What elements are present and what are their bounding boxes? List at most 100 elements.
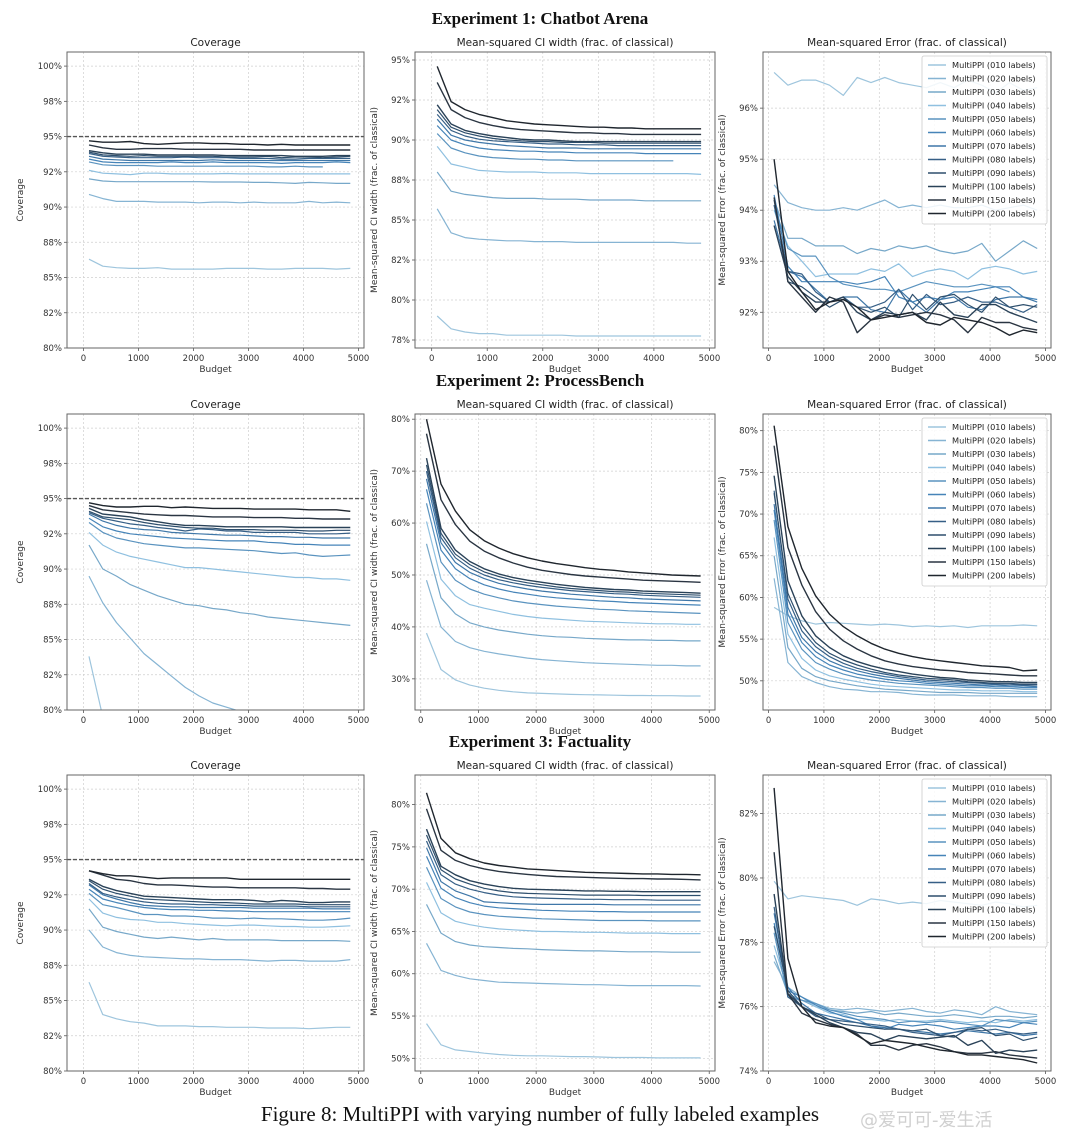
series-line [88,544,351,626]
legend-label: MultiPPI (020 labels) [952,436,1036,446]
x-tick-label: 5000 [699,354,721,364]
series-group [425,419,701,697]
x-tick-label: 0 [766,716,771,726]
y-tick-label: 55% [739,635,758,645]
x-tick-label: 0 [429,354,434,364]
x-axis-label: Budget [549,727,582,737]
y-tick-label: 98% [43,820,62,830]
series-line [88,512,351,535]
y-axis-label: Mean-squared Error (frac. of classical) [718,837,728,1008]
chart-panel: Mean-squared CI width (frac. of classica… [360,753,720,1098]
series-line [773,519,1038,690]
series-group [773,787,1038,1064]
chart-title: Mean-squared Error (frac. of classical) [807,760,1007,772]
x-tick-label: 5000 [698,716,720,726]
series-line [425,478,701,602]
legend-label: MultiPPI (150 labels) [952,918,1036,928]
y-tick-label: 60% [391,970,410,980]
series-line [88,161,323,168]
series-line [773,852,1038,1059]
y-tick-label: 50% [739,677,758,687]
series-line [436,146,702,175]
legend-label: MultiPPI (100 labels) [952,182,1036,192]
series-line [88,510,351,532]
series-group [436,66,702,337]
series-line [88,504,351,520]
series-line [425,808,701,881]
y-tick-label: 90% [43,565,62,575]
experiment-2-title: Experiment 2: ProcessBench [435,371,645,390]
legend: MultiPPI (010 labels) MultiPPI (020 label… [921,417,1048,587]
series-line [88,888,351,913]
x-tick-label: 2000 [868,1077,890,1087]
y-axis-label: Coverage [16,540,26,584]
y-axis-label: Mean-squared Error (frac. of classical) [718,114,728,285]
y-tick-label: 82% [43,1032,62,1042]
legend-label: MultiPPI (010 labels) [952,783,1036,793]
y-tick-label: 92% [391,96,410,106]
chart-svg: Mean-squared Error (frac. of classical) 0… [718,37,1056,375]
x-axis-label: Budget [199,727,232,737]
series-line [88,878,351,904]
legend-box [921,417,1048,587]
series-line [773,159,1038,336]
x-axis-label: Budget [199,1088,232,1098]
series-line [88,884,351,910]
legend-label: MultiPPI (010 labels) [952,60,1036,70]
y-tick-label: 30% [391,675,410,685]
legend-label: MultiPPI (080 labels) [952,878,1036,888]
x-tick-label: 3000 [238,1077,260,1087]
x-tick-label: 1000 [128,354,150,364]
x-tick-label: 1000 [813,354,835,364]
series-line [773,932,1038,1027]
series-line [773,490,1038,686]
series-line [88,870,351,890]
y-tick-label: 80% [43,706,62,716]
x-tick-label: 3000 [924,354,946,364]
x-tick-label: 3000 [583,716,605,726]
y-tick-label: 96% [739,104,758,114]
x-axis-label: Budget [891,1088,924,1098]
series-line [88,908,351,942]
x-tick-label: 1000 [468,716,490,726]
series-line [773,509,1038,689]
legend-label: MultiPPI (080 labels) [952,517,1036,527]
series-line [88,656,102,710]
series-line [426,1023,701,1059]
chart-panel: Mean-squared CI width (frac. of classica… [360,392,720,737]
legend-box [921,778,1048,948]
y-tick-label: 95% [43,856,62,866]
chart-panel: Coverage 0 1000 2000 3000 4000 5000 80% 82% 85% 88… [0,30,369,375]
y-tick-label: 82% [391,256,410,266]
y-tick-label: 95% [391,56,410,66]
experiment-3-title: Experiment 3: Factuality [448,732,632,751]
series-group [773,425,1038,698]
y-tick-label: 75% [391,843,410,853]
legend-label: MultiPPI (060 labels) [952,851,1036,861]
series-line [436,66,702,130]
y-tick-label: 80% [43,1067,62,1077]
chart-panel: Coverage 0 1000 2000 3000 4000 5000 80% 82% 85% 88… [0,753,369,1098]
chart-title: Mean-squared Error (frac. of classical) [807,399,1007,411]
plot-frame [414,774,716,1072]
chart-panel: Mean-squared Error (frac. of classical) 0… [715,392,1075,737]
y-tick-label: 85% [43,636,62,646]
y-tick-label: 98% [43,459,62,469]
y-tick-label: 100% [38,785,62,795]
y-tick-label: 92% [43,891,62,901]
legend-label: MultiPPI (060 labels) [952,490,1036,500]
x-tick-label: 3000 [238,354,260,364]
series-line [425,489,701,606]
y-tick-label: 80% [391,801,410,811]
x-axis-label: Budget [891,365,924,375]
x-tick-label: 4000 [979,1077,1001,1087]
y-tick-label: 65% [739,552,758,562]
plot-frame [762,774,1052,1072]
y-tick-label: 90% [43,203,62,213]
series-line [88,178,351,184]
series-line [773,475,1038,684]
series-line [88,522,351,557]
series-line [88,140,351,146]
series-line [88,531,351,581]
x-tick-label: 1000 [128,1077,150,1087]
